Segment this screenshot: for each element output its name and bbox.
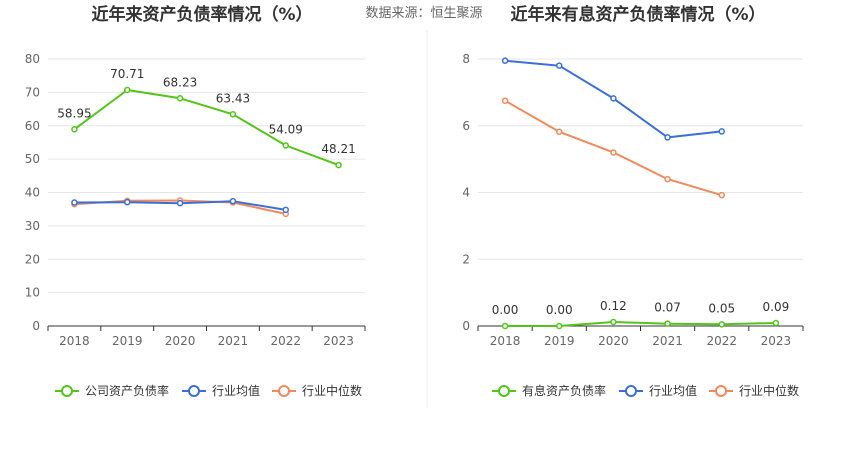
y-tick-label: 60	[25, 119, 40, 133]
data-point	[124, 198, 131, 206]
legend-marker	[61, 385, 73, 397]
data-point	[176, 95, 184, 102]
data-label: 0.00	[492, 303, 519, 317]
legend-label: 行业中位数	[302, 383, 362, 398]
x-tick-label: 2021	[652, 334, 683, 348]
data-label: 0.05	[708, 301, 735, 315]
y-tick-label: 8	[462, 52, 470, 66]
series-line	[73, 89, 339, 167]
y-tick-label: 0	[462, 319, 470, 333]
legend-marker	[188, 385, 200, 397]
data-label: 68.23	[163, 75, 197, 89]
x-tick-label: 2021	[218, 334, 249, 348]
data-point	[501, 322, 509, 330]
data-point	[664, 320, 671, 327]
data-label: 0.09	[763, 300, 790, 314]
x-tick-label: 2018	[59, 334, 90, 348]
data-point	[176, 199, 184, 207]
data-point	[718, 191, 725, 199]
chart-1-title: 近年来资产负债率情况（%）	[91, 4, 312, 25]
x-tick-label: 2018	[490, 334, 521, 348]
legend-marker	[625, 385, 637, 397]
y-tick-label: 70	[25, 85, 40, 99]
legend-marker	[498, 385, 510, 397]
series-line	[504, 99, 723, 197]
y-tick-label: 40	[25, 186, 40, 200]
data-label: 0.00	[546, 303, 573, 317]
legend-label: 行业均值	[212, 383, 260, 398]
y-tick-label: 50	[25, 152, 40, 166]
data-point	[610, 95, 617, 102]
chart-2: 0 2 4 6 8 2018 2019 2020 2021 2022 2023 0.00 0.00 0.1…	[462, 52, 804, 398]
data-label: 54.09	[269, 122, 303, 136]
data-point	[718, 321, 725, 328]
y-tick-label: 4	[462, 186, 470, 200]
data-point	[71, 199, 78, 206]
data-point	[501, 97, 509, 104]
data-point	[556, 62, 563, 69]
x-tick-label: 2022	[270, 334, 301, 348]
data-point	[718, 128, 725, 135]
data-label: 58.95	[57, 106, 91, 120]
data-point	[282, 206, 289, 214]
data-point	[124, 86, 131, 94]
data-label: 63.43	[216, 91, 250, 105]
data-point	[229, 111, 237, 118]
data-label: 0.12	[600, 299, 627, 313]
y-tick-label: 10	[25, 286, 40, 300]
x-tick-label: 2022	[706, 334, 737, 348]
data-label: 0.07	[654, 301, 681, 315]
x-tick-label: 2019	[544, 334, 575, 348]
x-tick-label: 2023	[761, 334, 792, 348]
legend-marker	[278, 385, 290, 397]
data-point	[556, 128, 563, 136]
y-tick-label: 30	[25, 219, 40, 233]
data-point	[501, 57, 509, 64]
data-point	[664, 134, 671, 141]
data-point	[610, 318, 617, 326]
data-point	[610, 149, 617, 156]
data-point	[282, 142, 289, 149]
x-tick-label: 2019	[112, 334, 143, 348]
source-text: 数据来源：恒生聚源	[365, 6, 482, 21]
y-tick-label: 2	[462, 252, 470, 266]
data-point	[335, 161, 342, 169]
legend-label: 行业均值	[649, 383, 697, 398]
chart-1: 0 10 20 30 40 50 60 70 80 2018 2019 2020 2021 2022 202…	[25, 52, 366, 398]
y-tick-label: 20	[25, 252, 40, 266]
legend-label: 行业中位数	[739, 383, 799, 398]
y-tick-label: 6	[462, 119, 470, 133]
y-tick-label: 80	[25, 52, 40, 66]
data-label: 70.71	[110, 67, 144, 81]
x-tick-label: 2023	[323, 334, 354, 348]
data-point	[229, 197, 237, 205]
series-line	[505, 321, 776, 327]
legend-marker	[715, 385, 727, 397]
legend-label: 有息资产负债率	[522, 383, 606, 398]
x-tick-label: 2020	[165, 334, 196, 348]
data-label: 48.21	[321, 142, 355, 156]
legend-label: 公司资产负债率	[85, 383, 169, 398]
y-tick-label: 0	[32, 319, 40, 333]
data-point	[664, 175, 671, 183]
chart-2-title: 近年来有息资产负债率情况（%）	[510, 4, 765, 25]
x-tick-label: 2020	[598, 334, 629, 348]
data-point	[556, 322, 563, 330]
data-point	[71, 126, 78, 133]
data-point	[772, 319, 780, 327]
